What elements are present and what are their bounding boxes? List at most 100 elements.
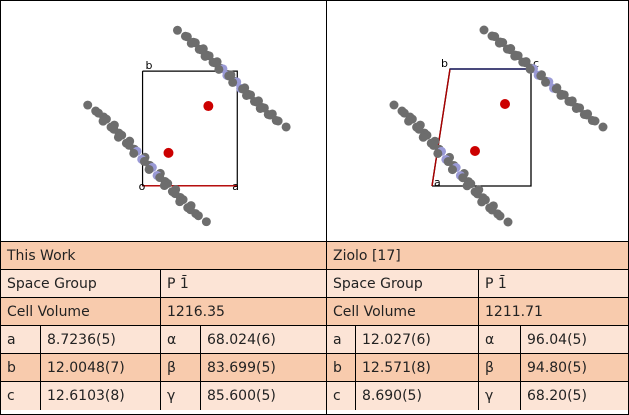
axis-label: b: [146, 59, 153, 72]
label-cell: α: [161, 326, 201, 353]
table-row: Ziolo [17]: [327, 242, 628, 270]
atom: [414, 124, 424, 134]
table-row: Space Group P 1̄: [1, 270, 326, 298]
atom: [470, 146, 480, 156]
atom: [281, 122, 291, 132]
panel: b o a This Work Space Group P 1̄ Cell Volum…: [1, 1, 327, 414]
axis-label: a: [434, 176, 441, 189]
atom: [582, 110, 592, 120]
table-row: a 8.7236(5) α 68.024(6): [1, 326, 326, 354]
atom: [495, 211, 505, 221]
axis-label: b: [441, 57, 448, 70]
atom: [556, 90, 566, 100]
atom: [510, 51, 520, 61]
atom: [472, 189, 482, 199]
value-cell: 8.690(5): [356, 382, 479, 410]
atom: [186, 38, 196, 48]
atom: [139, 156, 149, 166]
atom: [567, 97, 577, 107]
table-row: Space Group P 1̄: [327, 270, 628, 298]
value-cell: 12.027(6): [356, 326, 479, 353]
atom: [487, 205, 497, 215]
atom: [525, 64, 535, 74]
label-cell: Space Group: [1, 270, 161, 297]
structure-image: b o a: [1, 25, 326, 242]
atom: [541, 77, 551, 87]
label-cell: γ: [479, 382, 521, 410]
label-cell: c: [327, 382, 356, 410]
atom: [404, 116, 414, 126]
atom: [93, 108, 103, 118]
value-cell: 1211.71: [485, 303, 543, 320]
atom: [196, 45, 206, 55]
atom: [159, 181, 169, 191]
atom: [124, 140, 134, 150]
atom: [429, 140, 439, 150]
label-cell: Cell Volume: [327, 298, 479, 325]
label-cell: c: [1, 382, 41, 410]
atom: [203, 101, 214, 112]
atom: [201, 217, 211, 227]
label-cell: Space Group: [327, 270, 479, 297]
atom: [170, 189, 180, 199]
value-cell: 68.024(6): [207, 331, 276, 348]
value-cell: 85.600(5): [207, 388, 276, 404]
atom: [113, 132, 123, 142]
atom: [273, 116, 283, 126]
label-cell: β: [479, 354, 521, 381]
atom: [443, 157, 453, 167]
atom: [389, 100, 399, 110]
atom: [251, 97, 261, 107]
value-cell: 83.699(5): [207, 359, 276, 376]
panel: b c a Ziolo [17] Space Group P 1̄ Cell Volu…: [327, 1, 628, 414]
atom: [172, 25, 182, 35]
table: This Work Space Group P 1̄ Cell Volume 1216.…: [1, 242, 326, 410]
label-cell: γ: [161, 382, 201, 410]
label-cell: b: [327, 354, 356, 381]
atom: [144, 164, 154, 174]
table-row: b 12.0048(7) β 83.699(5): [1, 354, 326, 382]
atom: [479, 25, 489, 35]
atom: [418, 132, 428, 142]
table-row: a 12.027(6) α 96.04(5): [327, 326, 628, 354]
atom: [98, 116, 108, 126]
atom: [109, 124, 119, 134]
value-cell: 1216.35: [167, 303, 225, 320]
atom: [241, 90, 251, 100]
atom: [155, 173, 165, 183]
table-row: b 12.571(8) β 94.80(5): [327, 354, 628, 382]
atom: [238, 84, 248, 94]
label-cell: β: [161, 354, 201, 381]
atom: [175, 197, 185, 207]
atom: [399, 108, 409, 118]
atom: [500, 99, 510, 109]
atom: [505, 45, 515, 55]
label-cell: Cell Volume: [1, 298, 161, 325]
atom: [83, 100, 93, 110]
atom: [551, 84, 561, 94]
value-cell: 12.0048(7): [41, 354, 161, 381]
label-cell: a: [327, 326, 356, 353]
atom: [520, 58, 530, 68]
atom: [458, 173, 468, 183]
atom: [193, 211, 203, 221]
atom: [210, 58, 220, 68]
atom: [200, 51, 210, 61]
structure-image: b c a: [327, 25, 628, 242]
atom: [129, 148, 139, 158]
value-cell: 8.7236(5): [41, 326, 161, 353]
value-cell: 68.20(5): [527, 388, 587, 404]
atom: [598, 122, 608, 132]
atom: [185, 205, 195, 215]
atom: [433, 148, 443, 158]
table-row: This Work: [1, 242, 326, 270]
value-cell: P 1̄: [485, 275, 507, 292]
atom: [590, 116, 600, 126]
atom: [182, 32, 192, 42]
table: Ziolo [17] Space Group P 1̄ Cell Volume 1211…: [327, 242, 628, 410]
atom: [503, 217, 513, 227]
table-row: Cell Volume 1216.35: [1, 298, 326, 326]
header-cell: This Work: [7, 247, 76, 264]
atom: [228, 77, 238, 87]
